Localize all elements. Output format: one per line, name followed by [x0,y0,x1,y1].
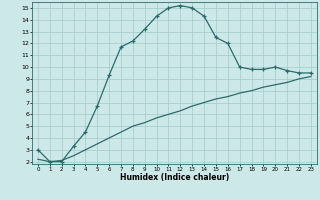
X-axis label: Humidex (Indice chaleur): Humidex (Indice chaleur) [120,173,229,182]
